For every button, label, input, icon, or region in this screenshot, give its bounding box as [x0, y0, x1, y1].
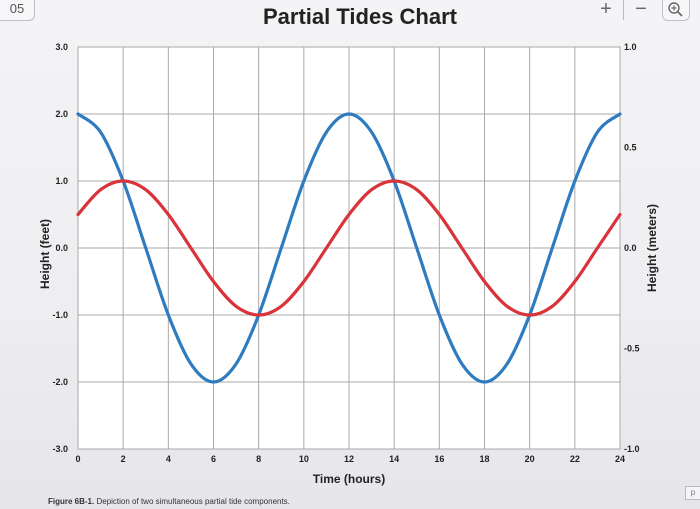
x-tick-label: 12 [344, 454, 354, 464]
page-number-tab[interactable]: 05 [0, 0, 35, 21]
y2-tick-label: -0.5 [624, 344, 640, 354]
y-tick-label: -3.0 [52, 444, 68, 454]
y-tick-label: 0.0 [55, 243, 68, 253]
y-tick-label: -2.0 [52, 377, 68, 387]
expand-icon[interactable] [662, 0, 690, 21]
y-axis-label: Height (feet) [38, 219, 52, 289]
y2-tick-label: -1.0 [624, 444, 640, 454]
figure-caption: Figure 6B-1. Depiction of two simultaneo… [48, 497, 290, 506]
y2-axis-label: Height (meters) [645, 204, 659, 292]
x-tick-label: 20 [525, 454, 535, 464]
y2-tick-label: 0.5 [624, 143, 637, 153]
series-line-2 [76, 179, 622, 317]
x-tick-label: 24 [615, 454, 625, 464]
y-tick-label: -1.0 [52, 310, 68, 320]
toolbar-divider [623, 0, 624, 20]
x-tick-label: 16 [434, 454, 444, 464]
x-axis-label: Time (hours) [313, 472, 385, 486]
viewer-toolbar: + − [593, 0, 690, 21]
y-tick-label: 1.0 [55, 176, 68, 186]
x-tick-label: 4 [166, 454, 171, 464]
corner-tag[interactable]: p [685, 486, 700, 500]
x-tick-label: 2 [121, 454, 126, 464]
x-tick-label: 14 [389, 454, 399, 464]
x-tick-label: 0 [75, 454, 80, 464]
zoom-in-icon[interactable]: + [600, 0, 612, 20]
y2-tick-label: 1.0 [624, 42, 637, 52]
x-tick-label: 22 [570, 454, 580, 464]
y-tick-label: 2.0 [55, 109, 68, 119]
expand-glyph [668, 2, 683, 17]
x-tick-label: 6 [211, 454, 216, 464]
zoom-out-icon[interactable]: − [635, 0, 647, 20]
chart-title: Partial Tides Chart [263, 4, 457, 29]
y2-tick-label: 0.0 [624, 243, 637, 253]
figure-caption-text: Depiction of two simultaneous partial ti… [96, 497, 290, 506]
x-tick-label: 18 [479, 454, 489, 464]
page-number-label: 05 [9, 1, 25, 16]
y-tick-label: 3.0 [55, 42, 68, 52]
x-tick-label: 10 [299, 454, 309, 464]
x-tick-label: 8 [256, 454, 261, 464]
figure-caption-label: Figure 6B-1. [48, 497, 95, 506]
